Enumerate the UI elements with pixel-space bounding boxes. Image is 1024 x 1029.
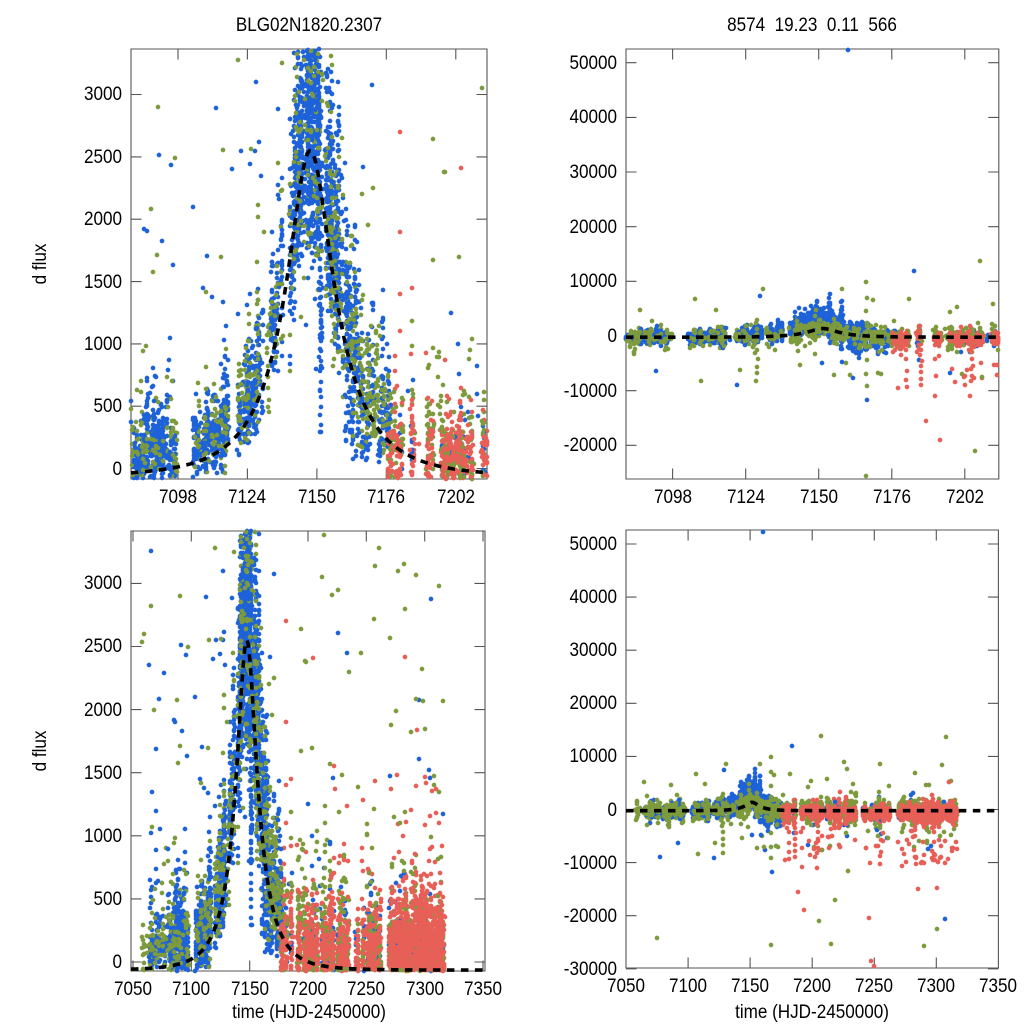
- svg-text:7202: 7202: [946, 486, 984, 507]
- svg-text:500: 500: [93, 395, 122, 416]
- svg-text:20000: 20000: [569, 692, 617, 713]
- svg-text:time (HJD-2450000): time (HJD-2450000): [232, 1001, 386, 1022]
- svg-text:40000: 40000: [569, 106, 617, 127]
- svg-text:7150: 7150: [298, 486, 336, 507]
- svg-text:7202: 7202: [437, 486, 475, 507]
- svg-text:1000: 1000: [84, 825, 122, 846]
- svg-text:7150: 7150: [800, 486, 838, 507]
- svg-text:0: 0: [112, 951, 122, 972]
- svg-text:-30000: -30000: [564, 958, 617, 979]
- svg-text:7100: 7100: [669, 975, 707, 996]
- svg-text:BLG02N1820.2307: BLG02N1820.2307: [236, 14, 382, 35]
- svg-text:7300: 7300: [406, 978, 444, 999]
- svg-text:0: 0: [607, 799, 617, 820]
- svg-text:500: 500: [93, 888, 122, 909]
- svg-text:0: 0: [112, 458, 122, 479]
- svg-text:2500: 2500: [84, 635, 122, 656]
- svg-text:7124: 7124: [727, 486, 765, 507]
- svg-text:d flux: d flux: [29, 731, 50, 772]
- svg-text:8574 19.23 0.11 566: 8574 19.23 0.11 566: [727, 14, 897, 35]
- svg-text:7100: 7100: [172, 978, 210, 999]
- svg-text:0: 0: [607, 325, 617, 346]
- svg-text:10000: 10000: [569, 270, 617, 291]
- svg-text:3000: 3000: [84, 572, 122, 593]
- svg-text:-20000: -20000: [564, 905, 617, 926]
- svg-text:2000: 2000: [84, 699, 122, 720]
- svg-text:2000: 2000: [84, 208, 122, 229]
- svg-text:30000: 30000: [569, 639, 617, 660]
- svg-text:7050: 7050: [114, 978, 152, 999]
- svg-text:time (HJD-2450000): time (HJD-2450000): [735, 1001, 889, 1022]
- svg-text:7350: 7350: [979, 975, 1017, 996]
- svg-text:3000: 3000: [84, 83, 122, 104]
- svg-text:50000: 50000: [569, 533, 617, 554]
- svg-text:7176: 7176: [873, 486, 911, 507]
- svg-text:-20000: -20000: [564, 434, 617, 455]
- svg-text:10000: 10000: [569, 745, 617, 766]
- svg-text:7350: 7350: [464, 978, 502, 999]
- svg-text:7300: 7300: [917, 975, 955, 996]
- svg-text:40000: 40000: [569, 586, 617, 607]
- svg-text:7050: 7050: [607, 975, 645, 996]
- svg-text:7098: 7098: [159, 486, 197, 507]
- svg-text:7150: 7150: [731, 975, 769, 996]
- svg-text:50000: 50000: [569, 52, 617, 73]
- svg-text:-10000: -10000: [564, 380, 617, 401]
- svg-text:1000: 1000: [84, 333, 122, 354]
- svg-text:1500: 1500: [84, 271, 122, 292]
- svg-text:-10000: -10000: [564, 852, 617, 873]
- svg-text:d flux: d flux: [29, 244, 50, 285]
- svg-text:7098: 7098: [654, 486, 692, 507]
- svg-text:30000: 30000: [569, 161, 617, 182]
- svg-text:7150: 7150: [231, 978, 269, 999]
- svg-text:7200: 7200: [793, 975, 831, 996]
- svg-text:7176: 7176: [367, 486, 405, 507]
- svg-text:1500: 1500: [84, 762, 122, 783]
- svg-text:20000: 20000: [569, 216, 617, 237]
- svg-text:7250: 7250: [855, 975, 893, 996]
- svg-text:7250: 7250: [347, 978, 385, 999]
- svg-text:7200: 7200: [289, 978, 327, 999]
- svg-text:7124: 7124: [228, 486, 266, 507]
- svg-text:2500: 2500: [84, 146, 122, 167]
